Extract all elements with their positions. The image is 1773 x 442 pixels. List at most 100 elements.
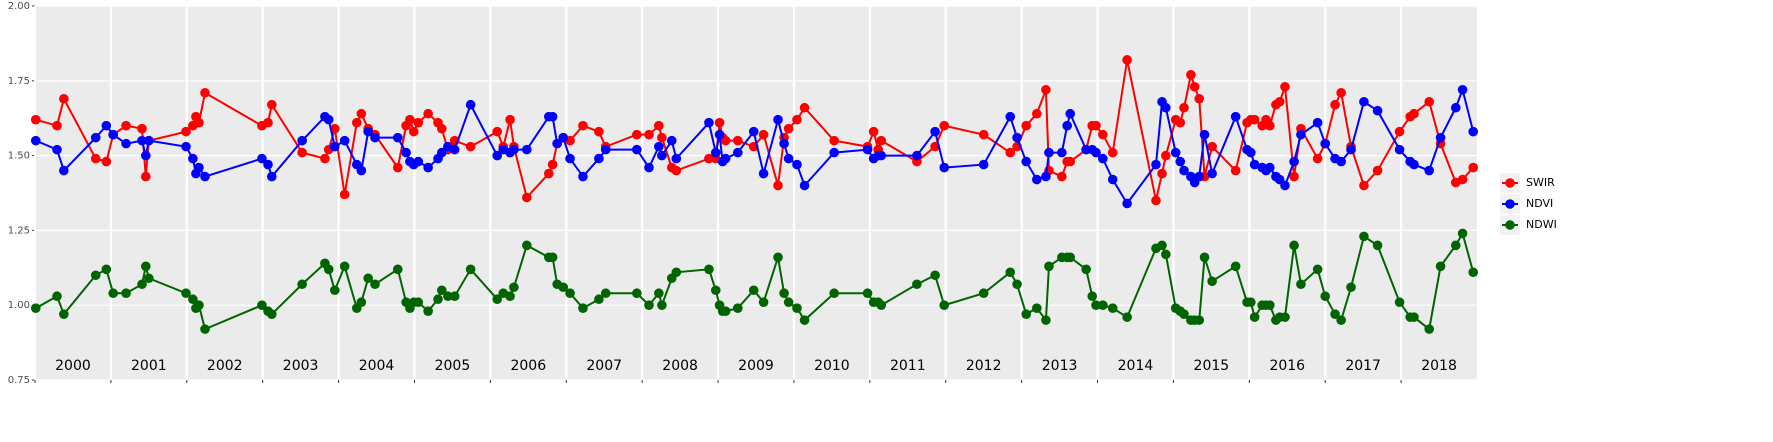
point (363, 273, 373, 284)
point (90, 153, 101, 164)
point (939, 120, 950, 131)
point (783, 123, 794, 134)
point (363, 126, 373, 137)
point (194, 117, 204, 128)
point (137, 135, 147, 146)
point (413, 297, 424, 308)
point (1450, 240, 1461, 251)
point (1087, 291, 1098, 302)
point (449, 291, 460, 302)
point (1372, 105, 1383, 116)
point (423, 306, 433, 316)
point (1032, 174, 1042, 185)
point (1057, 171, 1067, 182)
point (1091, 300, 1101, 311)
point (1161, 249, 1171, 260)
point (521, 240, 532, 251)
point (1372, 240, 1383, 251)
point (320, 153, 330, 164)
point (594, 126, 604, 137)
point (1289, 240, 1299, 251)
point (862, 144, 873, 155)
point (1336, 315, 1346, 325)
point (521, 144, 532, 155)
point (912, 279, 922, 290)
x-tick-label: 2018 (1421, 358, 1457, 374)
y-tick-label: 0.75 (8, 375, 30, 386)
x-tick-label: 2009 (738, 358, 774, 374)
point (1199, 129, 1210, 140)
point (720, 306, 731, 316)
point (779, 138, 789, 149)
point (465, 141, 476, 152)
point (200, 171, 210, 182)
point (509, 282, 519, 293)
point (1065, 156, 1076, 167)
point (978, 129, 989, 140)
point (1289, 171, 1299, 182)
point (547, 111, 558, 122)
point (263, 117, 273, 128)
point (829, 147, 839, 158)
point (1346, 282, 1356, 293)
x-tick-label: 2014 (1118, 358, 1154, 374)
point (1312, 264, 1323, 275)
point (200, 87, 210, 98)
point (1199, 252, 1210, 263)
point (1312, 153, 1323, 164)
point (1081, 264, 1091, 275)
point (600, 144, 611, 155)
point (52, 144, 62, 155)
point (783, 297, 794, 308)
point (671, 165, 682, 176)
point (30, 303, 41, 313)
point (144, 273, 154, 284)
point (405, 114, 415, 125)
point (657, 150, 667, 161)
point (101, 120, 112, 131)
point (392, 162, 403, 173)
point (876, 135, 887, 146)
point (720, 153, 731, 164)
point (912, 150, 922, 161)
point (505, 114, 515, 125)
point (654, 120, 664, 131)
point (492, 294, 502, 305)
point (1021, 156, 1031, 167)
point (558, 132, 569, 143)
legend-point (1505, 178, 1515, 188)
point (392, 264, 403, 275)
point (59, 93, 69, 104)
point (748, 285, 759, 296)
point (792, 159, 802, 170)
point (732, 147, 743, 158)
x-tick-label: 2007 (586, 358, 622, 374)
point (657, 300, 667, 311)
point (370, 132, 380, 143)
point (1057, 147, 1067, 158)
point (1280, 81, 1290, 92)
point (1041, 315, 1051, 325)
x-tick-label: 2017 (1345, 358, 1381, 374)
x-tick-label: 2006 (510, 358, 546, 374)
point (1012, 279, 1022, 290)
x-tick-label: 2016 (1269, 358, 1305, 374)
point (1394, 144, 1405, 155)
point (1122, 198, 1132, 209)
point (30, 135, 41, 146)
point (1005, 111, 1016, 122)
point (876, 150, 887, 161)
point (644, 300, 654, 311)
point (1409, 159, 1419, 170)
point (1175, 117, 1186, 128)
point (257, 300, 267, 311)
point (1246, 297, 1256, 308)
point (1246, 147, 1256, 158)
point (465, 99, 476, 110)
point (732, 135, 743, 146)
point (423, 162, 433, 173)
point (930, 270, 940, 281)
point (1230, 111, 1241, 122)
point (1044, 147, 1054, 158)
point (297, 135, 307, 146)
